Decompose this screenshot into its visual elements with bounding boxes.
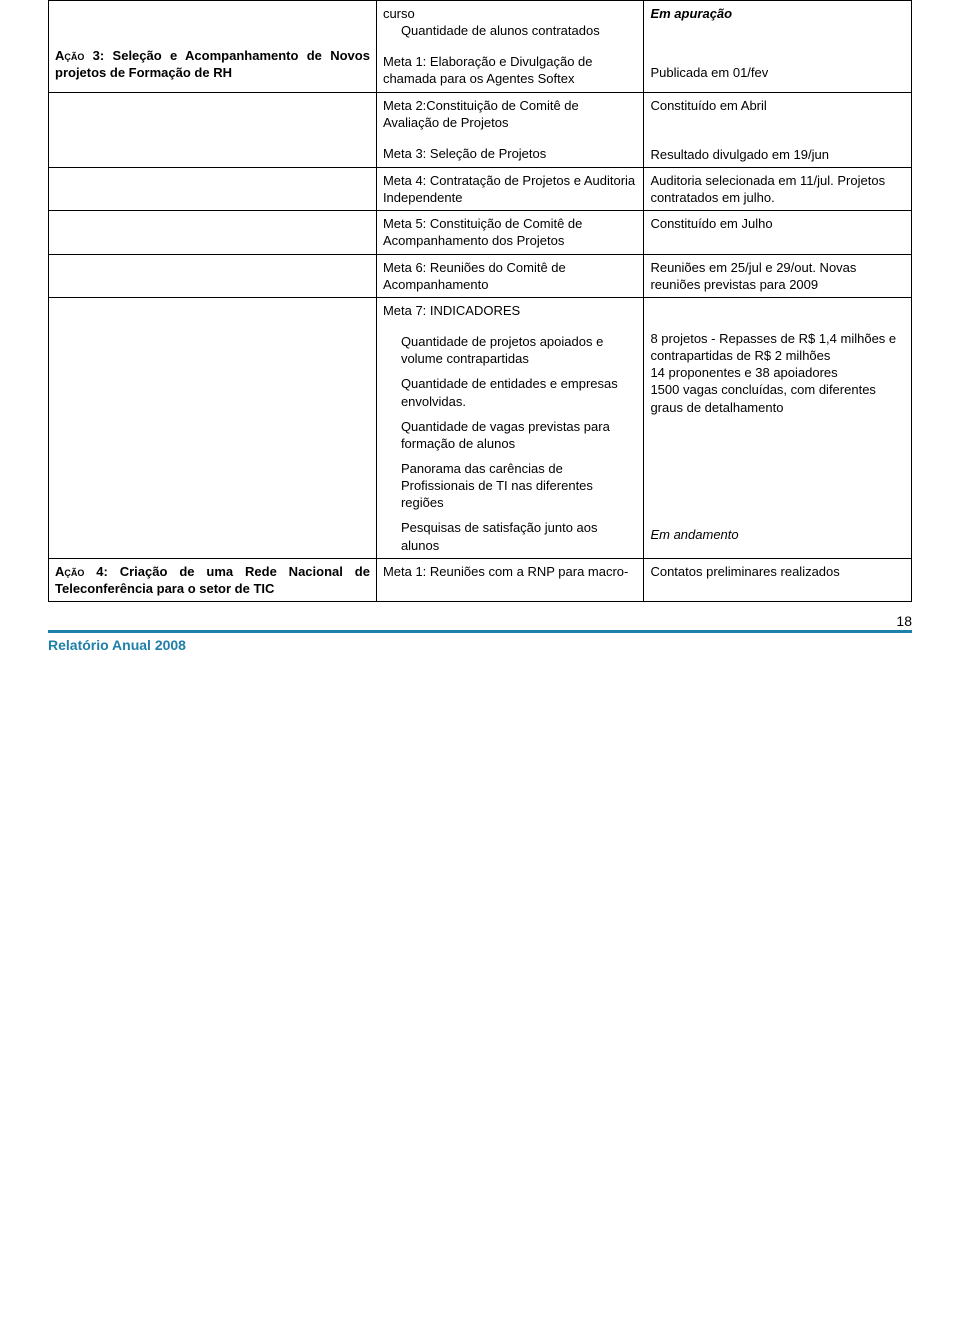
status-text: Constituído em Abril [650,97,905,114]
status-text: Em andamento [650,526,905,543]
cell-action [49,92,377,167]
meta-indicator: Pesquisas de satisfação junto aos alunos [383,519,638,553]
page: Ação 3: Seleção e Acompanhamento de Novo… [0,0,960,677]
data-table: Ação 3: Seleção e Acompanhamento de Novo… [48,0,912,602]
table-row: Meta 7: INDICADORES Quantidade de projet… [49,297,912,558]
cell-status: Contatos preliminares realizados [644,558,912,601]
meta-text: Meta 4: Contratação de Projetos e Audito… [383,172,638,206]
cell-status: Em apuração Publicada em 01/fev [644,1,912,93]
meta-text: Meta 2:Constituição de Comitê de Avaliaç… [383,97,638,131]
table-row: Meta 5: Constituição de Comitê de Acompa… [49,211,912,254]
cell-meta: Meta 2:Constituição de Comitê de Avaliaç… [376,92,644,167]
table-row: Ação 4: Criação de uma Rede Nacional de … [49,558,912,601]
status-pre: Em apuração [650,5,905,22]
meta-indicator: Quantidade de entidades e empresas envol… [383,375,638,409]
cell-meta: curso Quantidade de alunos contratados M… [376,1,644,93]
cell-status: Auditoria selecionada em 11/jul. Projeto… [644,167,912,210]
status-text: Reuniões em 25/jul e 29/out. Novas reuni… [650,259,905,293]
cell-meta: Meta 6: Reuniões do Comitê de Acompanham… [376,254,644,297]
cell-status: Reuniões em 25/jul e 29/out. Novas reuni… [644,254,912,297]
cell-action [49,254,377,297]
meta-pre1: curso [383,5,638,22]
action-prefix: Ação 4: [55,564,120,579]
cell-action: Ação 3: Seleção e Acompanhamento de Novo… [49,1,377,93]
meta-text: Meta 5: Constituição de Comitê de Acompa… [383,215,638,249]
footer-title: Relatório Anual 2008 [48,637,186,653]
meta-indicator: Quantidade de vagas previstas para forma… [383,418,638,452]
status-text: Publicada em 01/fev [650,64,905,81]
table-row: Meta 6: Reuniões do Comitê de Acompanham… [49,254,912,297]
table-row: Meta 2:Constituição de Comitê de Avaliaç… [49,92,912,167]
status-text: Contatos preliminares realizados [650,563,905,580]
cell-action [49,297,377,558]
cell-meta: Meta 7: INDICADORES Quantidade de projet… [376,297,644,558]
meta-title: Meta 7: INDICADORES [383,302,638,319]
meta-indicator: Quantidade de projetos apoiados e volume… [383,333,638,367]
meta-text: Meta 6: Reuniões do Comitê de Acompanham… [383,259,638,293]
cell-status: 8 projetos - Repasses de R$ 1,4 milhões … [644,297,912,558]
action-prefix: Ação 3: [55,48,113,63]
meta-text: Meta 1: Reuniões com a RNP para macro- [383,563,638,580]
table-row: Ação 3: Seleção e Acompanhamento de Novo… [49,1,912,93]
cell-action: Ação 4: Criação de uma Rede Nacional de … [49,558,377,601]
meta-text: Meta 3: Seleção de Projetos [383,145,638,162]
meta-text: Meta 1: Elaboração e Divulgação de chama… [383,53,638,87]
table-row: Meta 4: Contratação de Projetos e Audito… [49,167,912,210]
cell-action [49,167,377,210]
page-footer: Relatório Anual 2008 18 [48,630,912,653]
page-number: 18 [896,613,912,629]
cell-meta: Meta 1: Reuniões com a RNP para macro- [376,558,644,601]
status-text: Auditoria selecionada em 11/jul. Projeto… [650,172,905,206]
status-text: Constituído em Julho [650,215,905,232]
meta-indicator: Panorama das carências de Profissionais … [383,460,638,511]
cell-status: Constituído em Abril Resultado divulgado… [644,92,912,167]
meta-pre2: Quantidade de alunos contratados [383,22,638,39]
cell-status: Constituído em Julho [644,211,912,254]
status-text: Resultado divulgado em 19/jun [650,146,905,163]
cell-meta: Meta 5: Constituição de Comitê de Acompa… [376,211,644,254]
status-text: 8 projetos - Repasses de R$ 1,4 milhões … [650,330,905,416]
cell-action [49,211,377,254]
cell-meta: Meta 4: Contratação de Projetos e Audito… [376,167,644,210]
